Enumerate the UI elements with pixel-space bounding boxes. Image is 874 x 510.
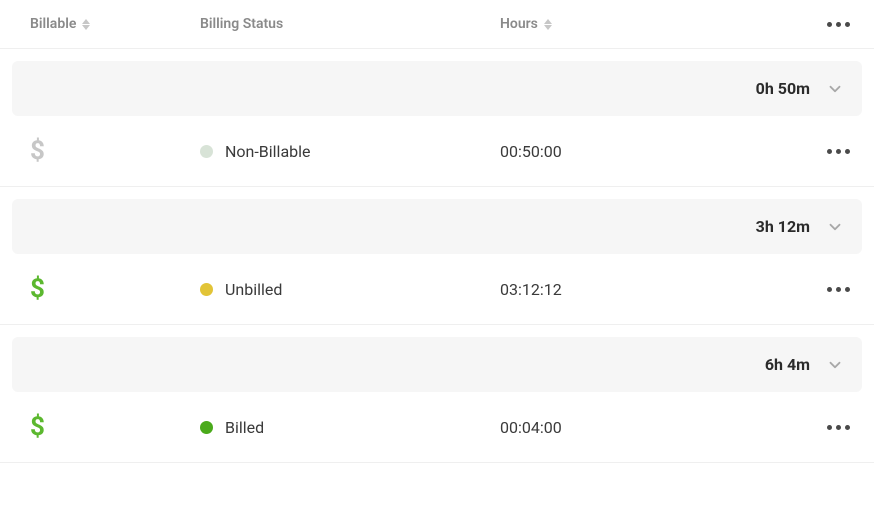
group-total: 0h 50m	[756, 79, 810, 98]
dollar-icon[interactable]: $	[30, 274, 45, 304]
column-header-billable[interactable]: Billable	[30, 16, 200, 32]
column-header-label: Billable	[30, 16, 76, 32]
chevron-down-icon[interactable]	[826, 218, 844, 236]
hours-cell: 00:04:00	[500, 418, 794, 437]
header-actions	[794, 18, 854, 31]
column-header-hours[interactable]: Hours	[500, 16, 794, 32]
billing-status-cell: Non-Billable	[200, 142, 500, 161]
more-options-button[interactable]	[823, 18, 854, 31]
chevron-down-icon[interactable]	[826, 356, 844, 374]
group-total: 3h 12m	[756, 217, 810, 236]
chevron-down-icon[interactable]	[826, 80, 844, 98]
status-label: Non-Billable	[225, 142, 311, 161]
table-header-row: Billable Billing Status Hours	[0, 0, 874, 49]
table-row: $ Non-Billable 00:50:00	[0, 116, 874, 187]
status-dot-icon	[200, 145, 213, 158]
status-label: Billed	[225, 418, 264, 437]
group-header[interactable]: 3h 12m	[12, 199, 862, 254]
row-actions	[794, 283, 854, 296]
billable-cell: $	[30, 412, 200, 442]
groups-container: 0h 50m $ Non-Billable 00:50:00 3h 12m $ Unbill…	[0, 61, 874, 463]
time-entries-table: Billable Billing Status Hours 0h 50m $ Non…	[0, 0, 874, 463]
status-dot-icon	[200, 421, 213, 434]
billing-status-cell: Billed	[200, 418, 500, 437]
row-actions	[794, 421, 854, 434]
group-header[interactable]: 6h 4m	[12, 337, 862, 392]
group-header[interactable]: 0h 50m	[12, 61, 862, 116]
sort-icon	[82, 19, 90, 30]
more-options-button[interactable]	[823, 145, 854, 158]
dollar-icon[interactable]: $	[30, 412, 45, 442]
status-dot-icon	[200, 283, 213, 296]
column-header-label: Hours	[500, 16, 538, 32]
hours-cell: 00:50:00	[500, 142, 794, 161]
more-options-button[interactable]	[823, 421, 854, 434]
status-label: Unbilled	[225, 280, 282, 299]
column-header-billing-status[interactable]: Billing Status	[200, 16, 500, 32]
hours-cell: 03:12:12	[500, 280, 794, 299]
table-row: $ Billed 00:04:00	[0, 392, 874, 463]
row-actions	[794, 145, 854, 158]
sort-icon	[544, 19, 552, 30]
billable-cell: $	[30, 136, 200, 166]
billable-cell: $	[30, 274, 200, 304]
billing-status-cell: Unbilled	[200, 280, 500, 299]
column-header-label: Billing Status	[200, 16, 283, 32]
group-total: 6h 4m	[765, 355, 810, 374]
table-row: $ Unbilled 03:12:12	[0, 254, 874, 325]
dollar-icon[interactable]: $	[30, 136, 45, 166]
more-options-button[interactable]	[823, 283, 854, 296]
